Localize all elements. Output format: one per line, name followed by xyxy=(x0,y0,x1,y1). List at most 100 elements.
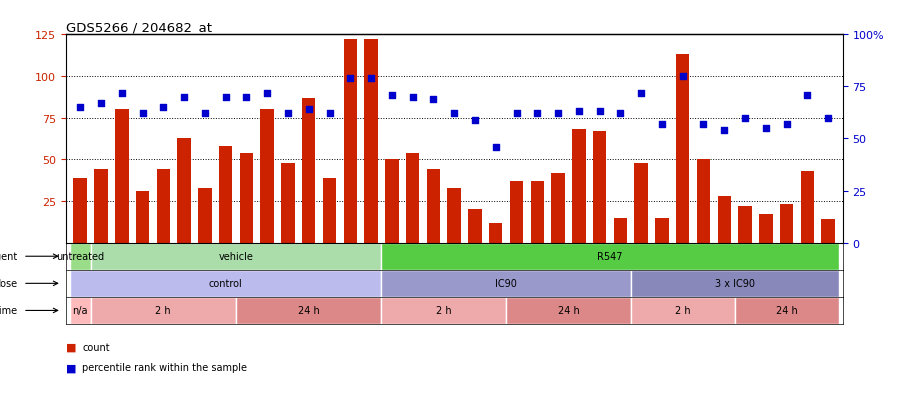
Bar xyxy=(384,160,398,243)
Point xyxy=(529,111,544,117)
Point xyxy=(260,90,274,97)
Bar xyxy=(236,297,381,324)
Bar xyxy=(696,160,710,243)
Point xyxy=(654,121,669,128)
Bar xyxy=(198,188,211,243)
Bar xyxy=(177,138,190,243)
Bar xyxy=(592,132,606,243)
Point xyxy=(550,111,565,117)
Point xyxy=(322,111,336,117)
Text: 2 h: 2 h xyxy=(156,306,171,316)
Bar xyxy=(447,188,460,243)
Point xyxy=(404,94,419,101)
Bar xyxy=(90,243,381,270)
Bar xyxy=(343,40,357,243)
Point xyxy=(716,128,731,134)
Point xyxy=(820,115,834,121)
Point xyxy=(302,107,316,113)
Text: 24 h: 24 h xyxy=(557,306,578,316)
Point xyxy=(467,117,482,123)
Bar xyxy=(571,130,585,243)
Point xyxy=(571,109,586,115)
Text: untreated: untreated xyxy=(56,252,104,261)
Bar xyxy=(70,243,90,270)
Point xyxy=(633,90,648,97)
Text: ■: ■ xyxy=(66,363,77,373)
Bar xyxy=(381,243,837,270)
Point xyxy=(612,111,627,117)
Text: 2 h: 2 h xyxy=(674,306,690,316)
Bar xyxy=(381,270,630,297)
Bar xyxy=(136,192,149,243)
Point xyxy=(758,126,773,132)
Point xyxy=(363,76,378,82)
Bar xyxy=(717,197,731,243)
Text: R547: R547 xyxy=(597,252,622,261)
Point xyxy=(799,92,814,99)
Bar xyxy=(74,178,87,243)
Point xyxy=(508,111,523,117)
Bar xyxy=(734,297,837,324)
Bar xyxy=(94,170,107,243)
Point xyxy=(73,104,87,111)
Point xyxy=(198,111,212,117)
Bar xyxy=(550,173,564,243)
Text: 3 x IC90: 3 x IC90 xyxy=(714,279,753,289)
Bar xyxy=(322,178,336,243)
Point xyxy=(218,94,232,101)
Bar xyxy=(70,270,381,297)
Bar xyxy=(779,205,793,243)
Bar xyxy=(467,210,481,243)
Point xyxy=(488,144,503,151)
Point xyxy=(695,121,710,128)
Bar xyxy=(240,153,253,243)
Point xyxy=(94,100,108,107)
Bar xyxy=(634,163,647,243)
Text: 24 h: 24 h xyxy=(298,306,319,316)
Bar xyxy=(738,206,751,243)
Point xyxy=(675,74,690,80)
Text: count: count xyxy=(82,342,109,352)
Text: 24 h: 24 h xyxy=(775,306,796,316)
Text: n/a: n/a xyxy=(72,306,87,316)
Text: percentile rank within the sample: percentile rank within the sample xyxy=(82,363,247,373)
Point xyxy=(177,94,191,101)
Bar xyxy=(613,218,627,243)
Bar xyxy=(758,215,772,243)
Text: agent: agent xyxy=(0,252,17,261)
Text: IC90: IC90 xyxy=(495,279,517,289)
Text: vehicle: vehicle xyxy=(219,252,253,261)
Bar xyxy=(302,98,315,243)
Point xyxy=(115,90,129,97)
Bar xyxy=(488,223,502,243)
Bar xyxy=(800,171,814,243)
Point xyxy=(281,111,295,117)
Text: dose: dose xyxy=(0,279,17,289)
Text: control: control xyxy=(209,279,242,289)
Point xyxy=(446,111,461,117)
Bar xyxy=(261,110,273,243)
Bar xyxy=(530,182,544,243)
Point xyxy=(591,109,606,115)
Bar xyxy=(426,170,440,243)
Bar xyxy=(506,297,630,324)
Point xyxy=(384,92,399,99)
Text: GDS5266 / 204682_at: GDS5266 / 204682_at xyxy=(66,21,211,34)
Point xyxy=(239,94,253,101)
Bar xyxy=(219,147,232,243)
Bar xyxy=(381,297,506,324)
Point xyxy=(425,96,440,103)
Point xyxy=(778,121,793,128)
Bar xyxy=(630,270,837,297)
Point xyxy=(737,115,752,121)
Text: ■: ■ xyxy=(66,342,77,352)
Bar xyxy=(675,55,689,243)
Point xyxy=(343,76,357,82)
Point xyxy=(156,104,170,111)
Bar xyxy=(363,40,377,243)
Bar xyxy=(405,153,419,243)
Bar xyxy=(115,110,128,243)
Point xyxy=(135,111,149,117)
Text: 2 h: 2 h xyxy=(435,306,451,316)
Bar xyxy=(654,218,668,243)
